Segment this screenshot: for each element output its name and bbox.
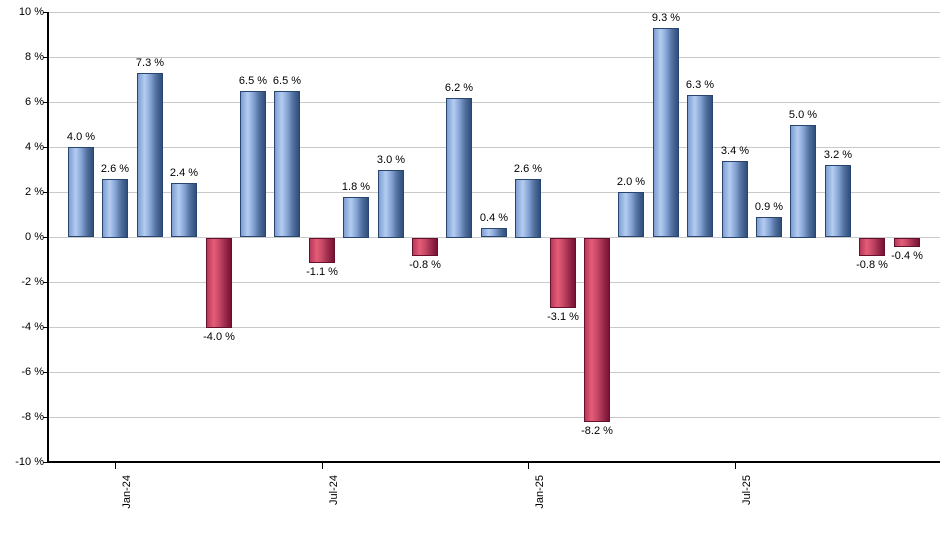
y-axis-tick-label: -4 %	[21, 321, 44, 333]
y-gridline	[47, 282, 940, 283]
x-axis-tick-mark	[322, 463, 323, 469]
y-axis-tick-mark	[43, 417, 47, 418]
bar-value-label: -0.8 %	[409, 259, 441, 271]
y-axis-tick-mark	[43, 12, 47, 13]
bar-value-label: 9.3 %	[651, 12, 681, 24]
x-axis-tick-label: Jul-25	[741, 475, 753, 505]
bar-value-label: 6.3 %	[685, 79, 715, 91]
bar-value-label: 2.6 %	[513, 163, 543, 175]
positive-return-bar[interactable]	[137, 73, 163, 237]
negative-return-bar[interactable]	[550, 238, 576, 308]
y-axis-tick-mark	[43, 192, 47, 193]
positive-return-bar[interactable]	[378, 170, 404, 238]
bar-value-label: -1.1 %	[306, 266, 338, 278]
bar-value-label: -8.2 %	[581, 425, 613, 437]
y-gridline	[47, 57, 940, 58]
y-gridline	[47, 192, 940, 193]
y-gridline	[47, 147, 940, 148]
positive-return-bar[interactable]	[618, 192, 644, 237]
y-axis-tick-mark	[43, 372, 47, 373]
positive-return-bar[interactable]	[481, 228, 507, 237]
y-axis-tick-mark	[43, 282, 47, 283]
positive-return-bar[interactable]	[240, 91, 266, 237]
x-axis-tick-label: Jul-24	[328, 475, 340, 505]
y-gridline	[47, 237, 940, 238]
y-axis-tick-label: 8 %	[25, 51, 44, 63]
x-axis-tick-mark	[115, 463, 116, 469]
y-gridline	[47, 417, 940, 418]
y-gridline	[47, 327, 940, 328]
y-axis-tick-label: 6 %	[25, 96, 44, 108]
positive-return-bar[interactable]	[687, 95, 713, 237]
y-axis-tick-label: 0 %	[25, 231, 44, 243]
y-axis-tick-label: -6 %	[21, 366, 44, 378]
bar-value-label: 6.5 %	[272, 75, 302, 87]
positive-return-bar[interactable]	[653, 28, 679, 237]
positive-return-bar[interactable]	[446, 98, 472, 238]
x-axis-tick-mark	[735, 463, 736, 469]
x-axis-tick-label: Jan-24	[121, 475, 133, 509]
y-axis-tick-label: 4 %	[25, 141, 44, 153]
y-axis-tick-mark	[43, 102, 47, 103]
positive-return-bar[interactable]	[102, 179, 128, 238]
bar-value-label: 2.6 %	[100, 163, 130, 175]
positive-return-bar[interactable]	[825, 165, 851, 237]
y-axis-tick-mark	[43, 327, 47, 328]
bar-value-label: 1.8 %	[341, 181, 371, 193]
x-axis-line	[47, 461, 940, 463]
bar-value-label: 4.0 %	[66, 131, 96, 143]
bar-value-label: -0.4 %	[891, 250, 923, 262]
y-axis-tick-label: -10 %	[15, 456, 44, 468]
bar-value-label: 0.4 %	[479, 212, 509, 224]
bar-value-label: -0.8 %	[856, 259, 888, 271]
y-gridline	[47, 12, 940, 13]
positive-return-bar[interactable]	[171, 183, 197, 237]
bar-value-label: 2.4 %	[169, 167, 199, 179]
positive-return-bar[interactable]	[274, 91, 300, 237]
y-axis-tick-mark	[43, 462, 47, 463]
negative-return-bar[interactable]	[412, 238, 438, 256]
y-gridline	[47, 102, 940, 103]
bar-value-label: 5.0 %	[788, 109, 818, 121]
negative-return-bar[interactable]	[584, 238, 610, 422]
negative-return-bar[interactable]	[859, 238, 885, 256]
bar-value-label: -4.0 %	[203, 331, 235, 343]
positive-return-bar[interactable]	[756, 217, 782, 237]
bar-value-label: 3.2 %	[823, 149, 853, 161]
y-axis-tick-mark	[43, 237, 47, 238]
bar-value-label: 3.0 %	[376, 154, 406, 166]
negative-return-bar[interactable]	[309, 238, 335, 263]
y-axis-line	[47, 12, 49, 463]
y-axis-tick-label: -8 %	[21, 411, 44, 423]
y-axis-tick-mark	[43, 57, 47, 58]
positive-return-bar[interactable]	[515, 179, 541, 238]
y-axis-tick-mark	[43, 147, 47, 148]
x-axis-tick-mark	[528, 463, 529, 469]
positive-return-bar[interactable]	[343, 197, 369, 238]
x-axis-tick-label: Jan-25	[534, 475, 546, 509]
bar-value-label: 2.0 %	[616, 176, 646, 188]
bar-value-label: 0.9 %	[754, 201, 784, 213]
bar-value-label: 6.2 %	[444, 82, 474, 94]
bar-value-label: 3.4 %	[720, 145, 750, 157]
positive-return-bar[interactable]	[722, 161, 748, 238]
negative-return-bar[interactable]	[206, 238, 232, 328]
bar-value-label: 7.3 %	[135, 57, 165, 69]
positive-return-bar[interactable]	[790, 125, 816, 238]
y-axis-tick-label: -2 %	[21, 276, 44, 288]
y-axis-tick-label: 2 %	[25, 186, 44, 198]
negative-return-bar[interactable]	[894, 238, 920, 247]
bar-value-label: 6.5 %	[238, 75, 268, 87]
positive-return-bar[interactable]	[68, 147, 94, 237]
bar-value-label: -3.1 %	[547, 311, 579, 323]
y-gridline	[47, 372, 940, 373]
y-axis-tick-label: 10 %	[18, 6, 44, 18]
